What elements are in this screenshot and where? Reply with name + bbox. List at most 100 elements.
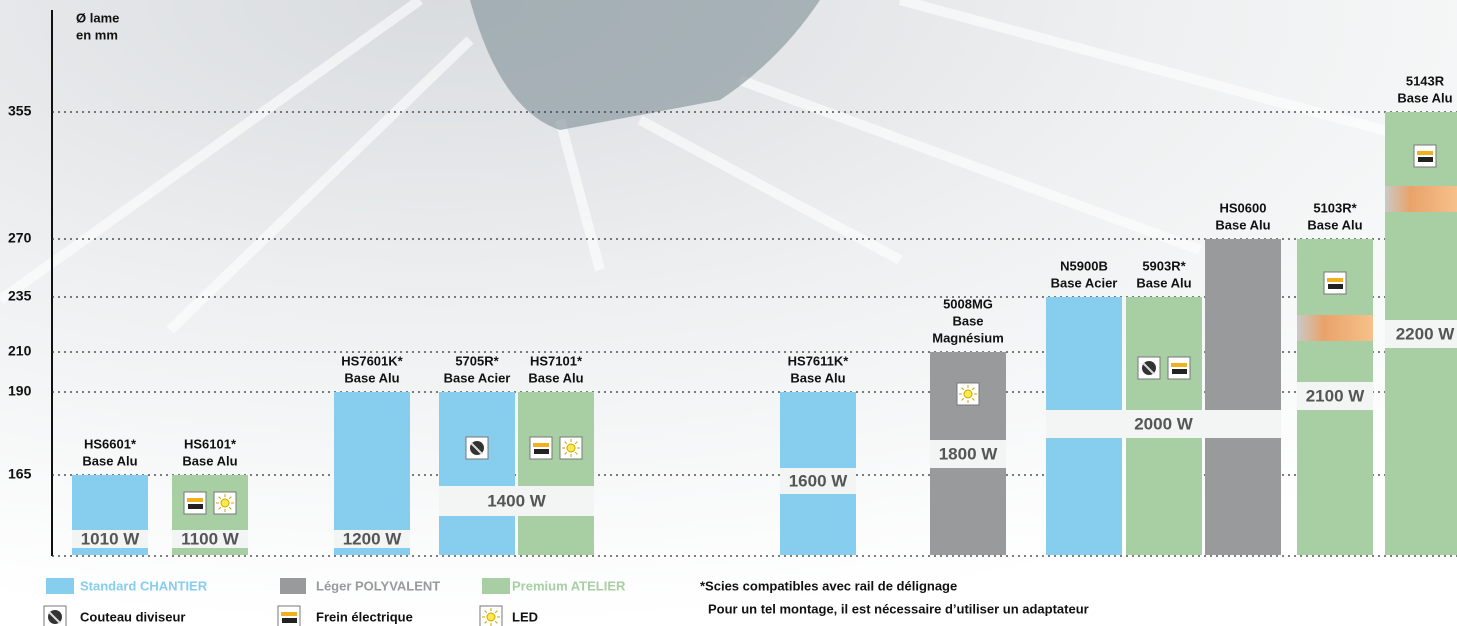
icon-symbol bbox=[1171, 363, 1187, 367]
product-label: Base Alu bbox=[344, 370, 399, 385]
product-label: HS0600 bbox=[1220, 200, 1267, 215]
icon-symbol bbox=[961, 387, 965, 391]
product-label: Base Alu bbox=[528, 370, 583, 385]
y-tick-label: 210 bbox=[8, 343, 32, 359]
feature-icon bbox=[1137, 356, 1161, 380]
icon-symbol bbox=[1417, 151, 1433, 155]
legend-swatch bbox=[482, 578, 510, 594]
power-label: 2100 W bbox=[1306, 386, 1366, 405]
icon-symbol bbox=[228, 506, 232, 510]
product-label: Base bbox=[952, 313, 983, 328]
product-label: HS6101* bbox=[184, 436, 237, 451]
product-label: HS7611K* bbox=[788, 353, 850, 368]
footnote: Pour un tel montage, il est nécessaire d… bbox=[708, 601, 1089, 616]
bar bbox=[1205, 239, 1281, 555]
icon-symbol bbox=[486, 612, 496, 622]
power-band bbox=[172, 530, 248, 548]
feature-icon bbox=[465, 436, 489, 460]
power-band bbox=[780, 468, 856, 494]
power-label: 1600 W bbox=[789, 471, 849, 490]
icon-frame bbox=[1167, 356, 1191, 380]
icon-frame bbox=[529, 436, 553, 460]
legend-swatch bbox=[280, 578, 306, 594]
icon-symbol bbox=[574, 441, 578, 445]
bar bbox=[518, 392, 594, 555]
y-label: Ø lame bbox=[76, 10, 119, 25]
y-tick-label: 355 bbox=[8, 103, 32, 119]
y-tick-label: 270 bbox=[8, 230, 32, 246]
product-label: Base Alu bbox=[1397, 90, 1452, 105]
lamp-photo bbox=[1385, 186, 1457, 212]
power-label: 2200 W bbox=[1396, 324, 1456, 343]
feature-icon bbox=[43, 605, 67, 626]
icon-symbol bbox=[494, 610, 498, 614]
icon-symbol bbox=[1418, 157, 1433, 162]
y-tick-label: 165 bbox=[8, 466, 32, 482]
icon-symbol bbox=[484, 620, 488, 624]
icon-symbol bbox=[187, 498, 203, 502]
feature-label: Couteau diviseur bbox=[80, 609, 185, 624]
product-label: Base Acier bbox=[444, 370, 511, 385]
power-label: 1010 W bbox=[81, 529, 141, 548]
feature-icon bbox=[1413, 144, 1437, 168]
icon-symbol bbox=[971, 397, 975, 401]
icon-symbol bbox=[963, 389, 973, 399]
power-label: 1800 W bbox=[939, 444, 999, 463]
product-label: HS7101* bbox=[530, 353, 583, 368]
feature-icon bbox=[529, 436, 553, 460]
power-band bbox=[72, 530, 148, 548]
product-label: Base Alu bbox=[182, 453, 237, 468]
icon-symbol bbox=[281, 612, 297, 616]
product-label: Base Alu bbox=[790, 370, 845, 385]
product-label: Base Alu bbox=[1136, 275, 1191, 290]
product-label: 5143R bbox=[1406, 73, 1445, 88]
power-band bbox=[1046, 410, 1281, 438]
feature-label: Frein électrique bbox=[316, 609, 413, 624]
product-label: HS7601K* bbox=[341, 353, 403, 368]
icon-symbol bbox=[1172, 369, 1187, 374]
feature-icon bbox=[183, 491, 207, 515]
feature-icon bbox=[277, 605, 301, 626]
feature-icon bbox=[213, 491, 237, 515]
icon-symbol bbox=[218, 506, 222, 510]
icon-symbol bbox=[470, 442, 483, 455]
icon-frame bbox=[183, 491, 207, 515]
feature-icon bbox=[956, 382, 980, 406]
icon-symbol bbox=[534, 449, 549, 454]
power-label: 1200 W bbox=[343, 529, 403, 548]
product-label: Base Alu bbox=[1307, 217, 1362, 232]
bar bbox=[439, 392, 515, 555]
legend-label: Standard CHANTIER bbox=[80, 578, 208, 593]
icon-symbol bbox=[1327, 278, 1343, 282]
icon-symbol bbox=[228, 496, 232, 500]
y-tick-label: 235 bbox=[8, 288, 32, 304]
y-label: en mm bbox=[76, 27, 118, 42]
power-label: 1100 W bbox=[181, 529, 240, 548]
icon-symbol bbox=[961, 397, 965, 401]
product-label: Base Alu bbox=[82, 453, 137, 468]
icon-symbol bbox=[574, 451, 578, 455]
icon-frame bbox=[1413, 144, 1437, 168]
icon-symbol bbox=[533, 443, 549, 447]
product-label: 5903R* bbox=[1142, 258, 1186, 273]
icon-frame bbox=[1323, 271, 1347, 295]
product-label: Base Acier bbox=[1051, 275, 1118, 290]
power-band bbox=[1297, 382, 1373, 410]
product-label: 5705R* bbox=[455, 353, 499, 368]
feature-label: LED bbox=[512, 609, 538, 624]
power-label: 1400 W bbox=[487, 491, 547, 510]
y-tick-label: 190 bbox=[8, 383, 32, 399]
icon-symbol bbox=[564, 441, 568, 445]
legend-label: Léger POLYVALENT bbox=[316, 578, 440, 593]
product-label: 5008MG bbox=[943, 296, 993, 311]
wood-lines bbox=[0, 0, 1457, 330]
footnote: *Scies compatibles avec rail de délignag… bbox=[700, 578, 957, 593]
icon-symbol bbox=[218, 496, 222, 500]
icon-symbol bbox=[971, 387, 975, 391]
power-band bbox=[1385, 320, 1457, 348]
product-label: Magnésium bbox=[932, 330, 1004, 345]
product-label: Base Alu bbox=[1215, 217, 1270, 232]
power-band bbox=[334, 530, 410, 548]
product-label: HS6601* bbox=[84, 436, 137, 451]
